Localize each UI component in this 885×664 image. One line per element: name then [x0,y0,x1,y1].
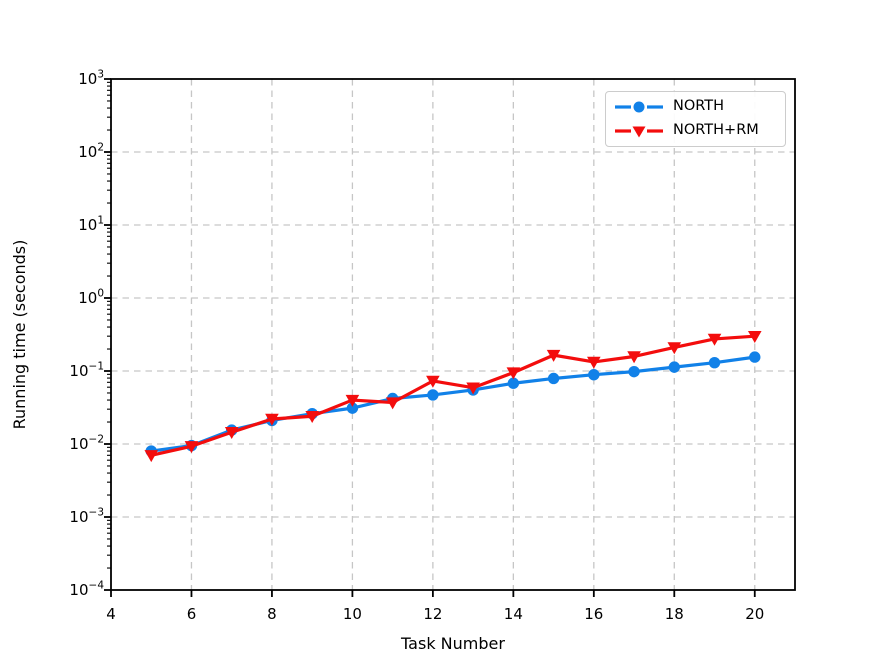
x-tick-label: 10 [343,605,362,623]
north-rm-marker [184,441,199,454]
y-tick-label: 100 [78,288,104,308]
legend: NORTH NORTH+RM [605,91,786,147]
north-line-circle-marker-icon [615,101,663,113]
north-rm-marker [265,413,279,426]
north-marker [628,365,640,378]
north-marker [749,351,761,363]
north-rm-marker [345,394,360,407]
north-marker [708,356,721,369]
y-tick-label: 10−1 [69,361,104,381]
north-rm-marker [667,342,682,355]
x-tick-label: 14 [504,605,523,623]
x-tick-label: 4 [106,605,116,623]
x-tick-label: 16 [584,605,603,623]
north-rm-marker [426,375,440,388]
north-marker [346,402,359,414]
north-marker [507,377,520,389]
x-tick-label: 8 [267,605,277,623]
legend-item-north: NORTH [614,96,785,118]
north-marker [668,361,680,373]
north-marker [427,389,439,401]
north-rm-marker [707,333,722,346]
legend-item-north-rm: NORTH+RM [614,120,785,142]
legend-label-north-rm: NORTH+RM [673,122,759,139]
north-rm-marker [144,450,159,463]
north-marker [588,368,600,381]
north-rm-marker [224,427,239,440]
plot-border [110,78,796,591]
y-tick-label: 10−2 [69,434,104,454]
legend-label-north: NORTH [673,98,725,115]
x-tick-label: 18 [665,605,684,623]
x-tick-label: 6 [187,605,197,623]
north-rm-marker [466,382,480,395]
north-rm-line [149,334,757,457]
north-rm-marker [587,356,601,369]
north-rm-line-triangle-marker-icon [615,126,663,138]
x-tick-label: 20 [745,605,764,623]
north-rm-marker [747,330,762,343]
x-tick-label: 12 [423,605,442,623]
y-tick-label: 103 [78,69,104,89]
north-rm-marker [305,411,319,424]
y-tick-label: 102 [78,142,104,162]
x-axis-label: Task Number [400,634,505,653]
north-rm-marker [546,349,561,362]
y-tick-label: 10−4 [69,580,104,600]
north-marker [547,372,560,385]
y-tick-label: 101 [78,215,104,235]
y-tick-label: 10−3 [69,507,104,527]
y-axis-label: Running time (seconds) [10,240,29,430]
north-rm-marker [385,397,400,410]
north-rm-marker [506,367,521,380]
north-rm-marker [627,351,641,364]
